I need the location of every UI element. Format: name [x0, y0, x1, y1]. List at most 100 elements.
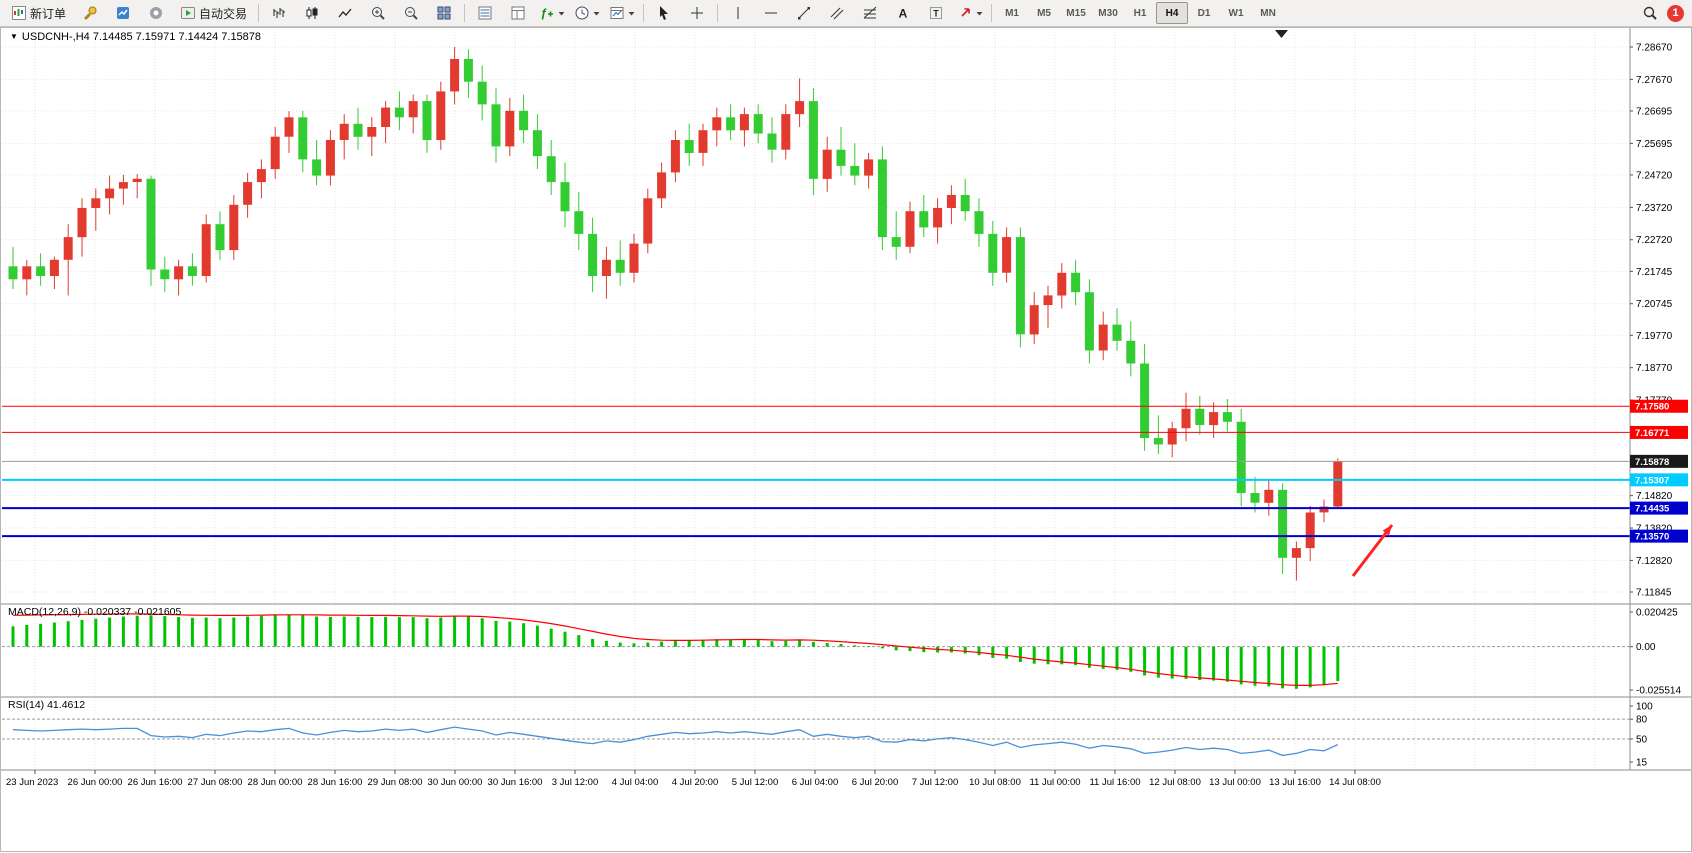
- tile-windows-icon: [437, 6, 451, 20]
- text-tool-button[interactable]: A: [887, 1, 919, 25]
- cursor-icon: [660, 6, 669, 20]
- zoom-in-button[interactable]: [362, 1, 394, 25]
- dropdown-caret-icon: [558, 12, 565, 16]
- timeframe-button-w1[interactable]: W1: [1228, 7, 1244, 19]
- time-label: 6 Jul 04:00: [792, 777, 838, 788]
- toolbar-separator: [991, 4, 993, 22]
- candle-body: [684, 140, 694, 153]
- metaeditor-button[interactable]: [74, 1, 106, 25]
- candle-body: [298, 117, 308, 160]
- price-tag-label: 7.14435: [1635, 504, 1670, 515]
- zoom-out-button[interactable]: [395, 1, 427, 25]
- time-label: 13 Jul 16:00: [1269, 777, 1321, 788]
- clock-icon: [575, 6, 589, 20]
- price-axis-label: 7.12820: [1636, 556, 1673, 567]
- time-label: 23 Jun 2023: [6, 777, 58, 788]
- candle-body: [1236, 421, 1246, 494]
- price-axis-label: 7.24720: [1636, 170, 1673, 181]
- periods-button[interactable]: [570, 1, 604, 25]
- trendline-button[interactable]: [788, 1, 820, 25]
- candle-body: [781, 114, 791, 150]
- fibonacci-button[interactable]: [854, 1, 886, 25]
- chart-menu-icon[interactable]: ▼: [10, 32, 18, 41]
- market-button[interactable]: [107, 1, 139, 25]
- toolbar-separator: [258, 4, 260, 22]
- cursor-button[interactable]: [648, 1, 680, 25]
- hline-objects: [2, 405, 1630, 538]
- candle-body: [77, 208, 87, 238]
- templates-button[interactable]: [605, 1, 639, 25]
- price-tag: [1630, 425, 1688, 439]
- chart-title-text: USDCNH-,H4 7.14485 7.15971 7.14424 7.158…: [21, 31, 262, 43]
- data-window-icon: [511, 6, 525, 20]
- timeframe-button-h1[interactable]: H1: [1133, 7, 1147, 19]
- timeframe-button-d1[interactable]: D1: [1197, 7, 1211, 19]
- candle-body: [49, 259, 59, 276]
- search-button[interactable]: [1634, 1, 1666, 25]
- candle-body: [1015, 237, 1025, 335]
- community-button[interactable]: [140, 1, 172, 25]
- price-tag: [1630, 501, 1688, 515]
- macd-scale-label: 0.020425: [1636, 608, 1678, 619]
- vertical-line-button[interactable]: [722, 1, 754, 25]
- timeframe-button-m1[interactable]: M1: [1005, 7, 1019, 19]
- chart-area[interactable]: 7.28670 7.27670 7.26695 7.25695 7.24720 7.237…: [0, 27, 1692, 853]
- data-window-button[interactable]: [502, 1, 534, 25]
- notification-badge[interactable]: 1: [1667, 4, 1684, 22]
- candle-body: [726, 117, 736, 131]
- rsi-scale-label: 80: [1636, 715, 1648, 726]
- price-axis-label: 7.25695: [1636, 139, 1673, 150]
- timeframe-button-m15[interactable]: M15: [1066, 7, 1086, 19]
- candle-body: [22, 266, 32, 280]
- timeframe-button-m5[interactable]: M5: [1037, 7, 1051, 19]
- rsi-scale-label: 100: [1636, 702, 1653, 713]
- arrows-button[interactable]: [953, 1, 987, 25]
- candle-body: [988, 233, 998, 273]
- candle-body: [353, 123, 363, 137]
- timeframe-button-mn[interactable]: MN: [1260, 7, 1276, 19]
- autotrading-button[interactable]: 自动交易: [173, 1, 254, 25]
- price-tag-label: 7.15307: [1635, 475, 1669, 486]
- new-order-label: 新订单: [30, 6, 67, 21]
- crosshair-button[interactable]: [681, 1, 713, 25]
- macd-scale-label: 0.00: [1636, 642, 1656, 653]
- indicators-button[interactable]: ƒ: [535, 1, 569, 25]
- line-chart-button[interactable]: [329, 1, 361, 25]
- candle-body: [795, 101, 805, 115]
- candle-body: [450, 59, 460, 92]
- candle-body: [146, 178, 156, 270]
- price-axis-label: 7.22720: [1636, 235, 1673, 246]
- candle-body: [367, 127, 377, 137]
- candle-body: [256, 169, 266, 183]
- time-label: 27 Jun 08:00: [188, 777, 243, 788]
- horizontal-line-button[interactable]: [755, 1, 787, 25]
- new-order-button[interactable]: 新订单: [4, 1, 73, 25]
- bar-chart-button[interactable]: [263, 1, 295, 25]
- candle-body: [1319, 506, 1329, 513]
- market-icon: [117, 7, 130, 19]
- timeframe-button-h4[interactable]: H4: [1156, 2, 1189, 24]
- price-tag-label: 7.13570: [1635, 532, 1669, 543]
- candle-body: [919, 211, 929, 228]
- market-watch-button[interactable]: [469, 1, 501, 25]
- tile-windows-button[interactable]: [428, 1, 460, 25]
- time-label: 11 Jul 00:00: [1029, 777, 1080, 788]
- price-tag: [1630, 529, 1688, 543]
- candlestick-button[interactable]: [296, 1, 328, 25]
- candle-body: [325, 140, 335, 176]
- label-tool-button[interactable]: T: [920, 1, 952, 25]
- template-icon: [610, 7, 624, 19]
- candle-body: [850, 165, 860, 176]
- candle-body: [215, 224, 225, 251]
- channel-icon: [830, 7, 844, 20]
- candle-body: [381, 107, 391, 127]
- timeframe-button-m30[interactable]: M30: [1098, 7, 1118, 19]
- arrow-object[interactable]: [1351, 524, 1394, 577]
- price-axis-label: 7.11845: [1636, 588, 1672, 599]
- chart-shift-marker[interactable]: [1275, 30, 1288, 38]
- candle-body: [712, 117, 722, 131]
- channel-button[interactable]: [821, 1, 853, 25]
- time-label: 5 Jul 12:00: [732, 777, 778, 788]
- candle-body: [160, 269, 170, 280]
- price-tag-label: 7.15878: [1635, 457, 1669, 468]
